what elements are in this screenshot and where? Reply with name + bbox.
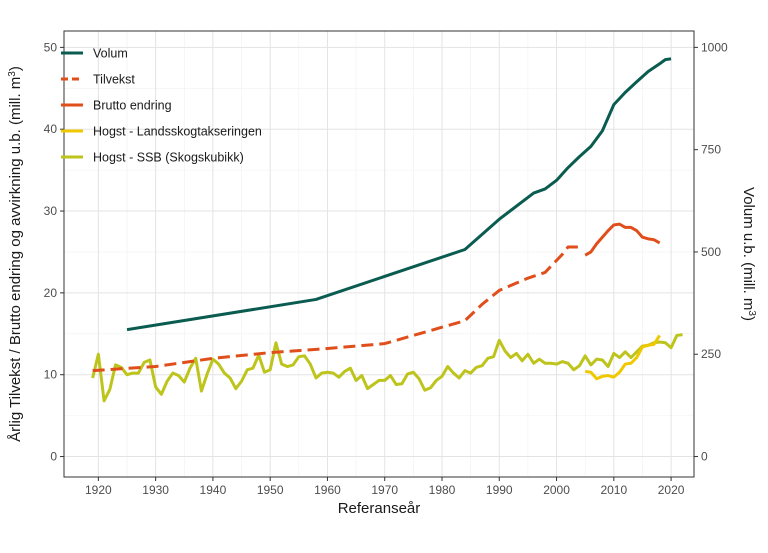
series-layer bbox=[91, 57, 683, 403]
legend: Volum Tilvekst Brutto endring Hogst - Lands… bbox=[61, 47, 262, 165]
x-tick-label: 1980 bbox=[429, 483, 456, 497]
y-left-tick-label: 0 bbox=[50, 450, 57, 464]
legend-label: Hogst - SSB (Skogskubikk) bbox=[93, 151, 244, 165]
y-left-tick-label: 30 bbox=[44, 204, 58, 218]
y-right-tick-label: 1000 bbox=[701, 40, 728, 54]
legend-item-volum: Volum bbox=[61, 47, 128, 61]
legend-label: Tilvekst bbox=[93, 73, 135, 87]
x-tick-label: 1950 bbox=[257, 483, 284, 497]
y-right-tick-label: 250 bbox=[701, 347, 721, 361]
legend-item-hogst-landsskogtakseringen: Hogst - Landsskogtakseringen bbox=[61, 125, 262, 139]
legend-item-tilvekst: Tilvekst bbox=[61, 73, 135, 87]
series-line-tilvekst bbox=[92, 245, 580, 373]
legend-item-brutto-endring: Brutto endring bbox=[61, 99, 172, 113]
x-axis-title: Referanseår bbox=[338, 500, 421, 517]
x-tick-label: 1990 bbox=[486, 483, 513, 497]
x-tick-label: 1970 bbox=[371, 483, 398, 497]
legend-item-hogst-ssb-skogskubikk: Hogst - SSB (Skogskubikk) bbox=[61, 151, 244, 165]
y-left-tick-label: 50 bbox=[44, 40, 58, 54]
x-tick-label: 1960 bbox=[314, 483, 341, 497]
y-right-axis-title: Volum u.b. (mill. m3) bbox=[740, 187, 757, 321]
y-right-tick-label: 500 bbox=[701, 245, 721, 259]
y-left-tick-label: 10 bbox=[44, 368, 58, 382]
legend-label: Hogst - Landsskogtakseringen bbox=[93, 125, 262, 139]
y-left-tick-label: 40 bbox=[44, 122, 58, 136]
series-line-brutto-endring bbox=[584, 222, 661, 257]
y-left-axis-title: Årlig Tilvekst / Brutto endring og avvir… bbox=[7, 66, 24, 442]
x-tick-label: 1920 bbox=[85, 483, 112, 497]
series-line-hogst-ssb-skogskubikk bbox=[91, 333, 683, 403]
x-tick-label: 1940 bbox=[200, 483, 227, 497]
tick-layer: 1920 1930 1940 1950 1960 1970 1980 1990 2000 2010… bbox=[44, 40, 728, 497]
series-line-hogst-landsskogtakseringen bbox=[584, 334, 661, 381]
y-left-tick-label: 20 bbox=[44, 286, 58, 300]
grid bbox=[64, 31, 694, 477]
x-tick-label: 2010 bbox=[600, 483, 627, 497]
plot-border bbox=[63, 30, 695, 478]
x-tick-label: 1930 bbox=[142, 483, 169, 497]
legend-label: Volum bbox=[93, 47, 128, 61]
series-line-volum bbox=[126, 57, 672, 332]
y-right-tick-label: 0 bbox=[701, 450, 708, 464]
x-tick-label: 2000 bbox=[543, 483, 570, 497]
y-right-tick-label: 750 bbox=[701, 143, 721, 157]
legend-label: Brutto endring bbox=[93, 99, 172, 113]
x-tick-label: 2020 bbox=[658, 483, 685, 497]
